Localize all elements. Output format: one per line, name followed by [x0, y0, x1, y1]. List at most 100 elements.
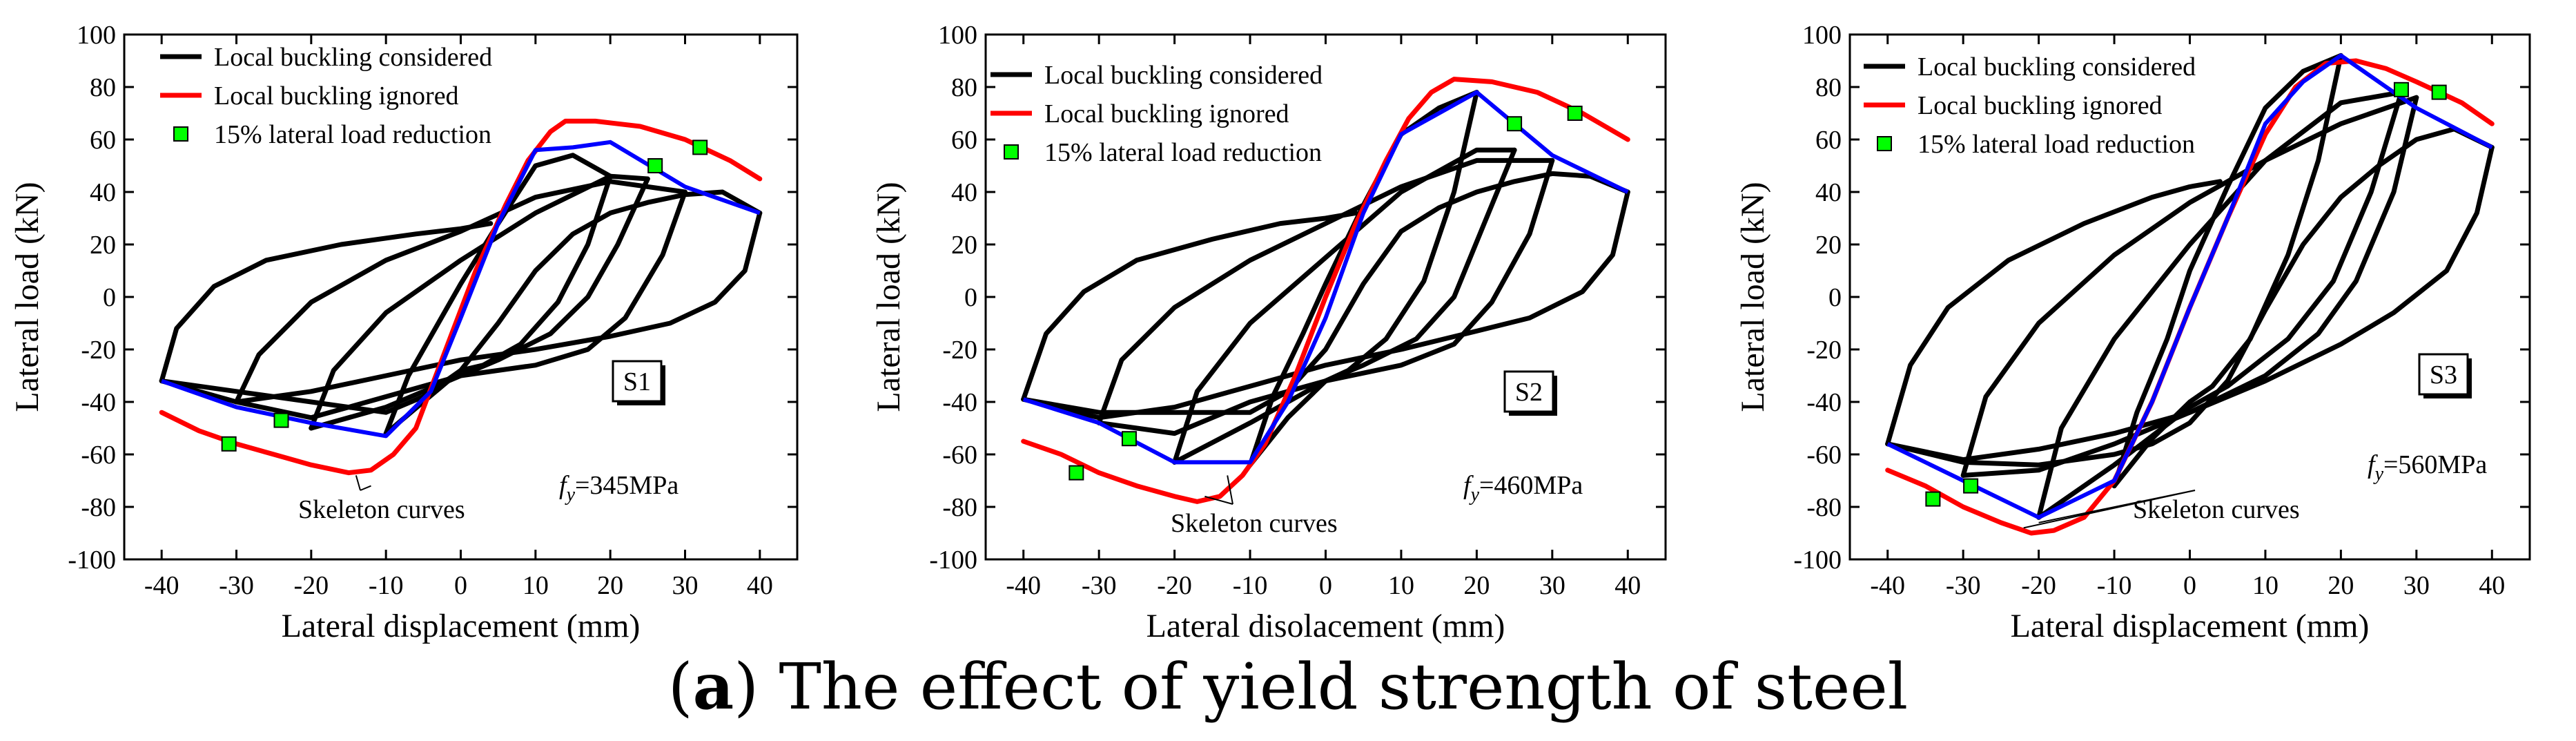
plot-frame	[123, 33, 799, 561]
skeleton-annotation: Skeleton curves	[1171, 509, 1338, 538]
load-reduction-marker	[221, 436, 237, 452]
x-tick-label: 0	[2183, 571, 2196, 600]
y-axis-label: Lateral load (kN)	[1735, 182, 1771, 412]
series-considered-segment-5	[1960, 95, 2419, 478]
y-tick-label: -40	[81, 388, 116, 417]
series-considered-segment-4	[1096, 157, 1555, 425]
series-considered-segment-5	[1096, 157, 1555, 436]
specimen-label: S1	[623, 367, 651, 396]
legend-label: Local buckling ignored	[1918, 91, 2163, 120]
y-tick-label: 40	[90, 178, 116, 207]
x-tick-label: -30	[219, 571, 254, 600]
series-ignored-line	[159, 118, 763, 476]
y-tick-label: -80	[942, 493, 977, 522]
legend-label: 15% lateral load reduction	[214, 120, 491, 149]
series-skeleton-line	[1022, 90, 1629, 465]
y-tick-label: -60	[942, 441, 977, 470]
x-tick-label: -40	[1006, 571, 1041, 600]
x-axis-label: Lateral displacement (mm)	[2011, 608, 2370, 644]
x-tick-label: -30	[1946, 571, 1981, 600]
y-axis-label: Lateral load (kN)	[870, 182, 907, 412]
series-considered-segment-4	[1960, 95, 2419, 478]
y-tick-label: 20	[1815, 231, 1842, 260]
load-reduction-marker	[692, 139, 708, 155]
load-reduction-marker	[647, 158, 663, 173]
x-tick-label: 20	[1463, 571, 1490, 600]
y-tick-label: 80	[90, 73, 116, 102]
figure-caption: (a) The effect of yield strength of stee…	[667, 649, 1909, 724]
annotation-arrow	[1227, 475, 1233, 505]
chart-panel-s1: -40 -30 -20 -10 0 10 20 30 40-100-80-60-40-20020…	[9, 21, 799, 644]
annotation-arrow	[355, 475, 361, 491]
specimen-box	[2418, 353, 2469, 396]
series-considered-segment-7	[1172, 147, 1517, 465]
series-considered-segment-9	[2111, 52, 2343, 489]
x-tick-label: 10	[523, 571, 549, 600]
load-reduction-marker	[1925, 491, 1941, 507]
series-considered-segment-1	[1021, 210, 1358, 402]
y-tick-label: 0	[1828, 283, 1842, 312]
y-axis-label: Lateral load (kN)	[9, 182, 46, 412]
x-tick-label: 0	[454, 571, 467, 600]
specimen-box	[612, 360, 663, 403]
legend: Local buckling considered Local buckling …	[991, 61, 1323, 167]
series-considered-segment-2	[159, 189, 763, 415]
x-tick-label: 20	[597, 571, 623, 600]
y-tick-label: -20	[81, 336, 116, 365]
series-considered-segment-9	[1247, 90, 1479, 468]
y-tick-label: -80	[81, 493, 116, 522]
series-considered-segment-1	[1885, 179, 2223, 447]
legend-marker	[1877, 136, 1892, 151]
y-tick-label: -20	[942, 336, 977, 365]
load-reduction-marker	[1567, 106, 1583, 121]
y-tick-label: 60	[1815, 126, 1842, 155]
x-tick-label: 30	[1539, 571, 1565, 600]
y-tick-label: 60	[90, 126, 116, 155]
series-considered-segment-3	[159, 210, 763, 405]
specimen-box	[1503, 370, 1554, 413]
legend-label: Local buckling ignored	[214, 81, 459, 110]
skeleton-annotation: Skeleton curves	[2133, 495, 2300, 524]
series-considered-segment-6	[1172, 147, 1517, 465]
y-tick-label: 0	[964, 283, 977, 312]
series-considered-segment-6	[2036, 90, 2404, 520]
chart-panel-s2: -40 -30 -20 -10 0 10 20 30 40-100-80-60-40-20020…	[870, 21, 1667, 644]
x-tick-label: -10	[1233, 571, 1268, 600]
y-tick-label: 100	[1802, 21, 1842, 50]
x-tick-label: 40	[2479, 571, 2505, 600]
y-tick-label: -20	[1806, 336, 1842, 365]
legend-label: 15% lateral load reduction	[1918, 130, 2195, 159]
load-reduction-marker	[273, 412, 289, 428]
legend-label: Local buckling ignored	[1044, 99, 1289, 128]
load-reduction-marker	[1507, 116, 1523, 132]
y-tick-label: 60	[951, 126, 977, 155]
y-tick-label: -60	[81, 441, 116, 470]
chart-panel-s3: -40 -30 -20 -10 0 10 20 30 40-100-80-60-40-20020…	[1735, 21, 2531, 644]
y-tick-label: 0	[103, 283, 116, 312]
legend-label: Local buckling considered	[1044, 61, 1323, 90]
yield-strength-label: fy=460MPa	[1463, 471, 1583, 506]
y-tick-label: 20	[90, 231, 116, 260]
y-tick-label: 100	[77, 21, 116, 50]
caption-text: The effect of yield strength of steel	[779, 650, 1909, 724]
x-tick-label: -20	[1157, 571, 1192, 600]
x-tick-label: -40	[144, 571, 179, 600]
yield-strength-label: fy=560MPa	[2368, 450, 2487, 485]
y-tick-label: -40	[942, 388, 977, 417]
y-tick-label: -40	[1806, 388, 1842, 417]
load-reduction-marker	[1069, 465, 1084, 481]
x-tick-label: -10	[2097, 571, 2132, 600]
series-considered-segment-8	[383, 153, 613, 436]
annotation-arrow	[1204, 495, 1233, 505]
series-considered-segment-3	[1885, 144, 2495, 463]
y-tick-label: 20	[951, 231, 977, 260]
y-tick-label: 100	[938, 21, 977, 50]
x-tick-label: 10	[1388, 571, 1414, 600]
y-tick-label: -80	[1806, 493, 1842, 522]
legend-label: Local buckling considered	[214, 43, 492, 72]
series-considered-segment-5	[234, 189, 687, 421]
yield-strength-label: fy=345MPa	[559, 471, 679, 506]
x-tick-label: -40	[1870, 571, 1905, 600]
annotation-arrow	[2038, 490, 2196, 523]
